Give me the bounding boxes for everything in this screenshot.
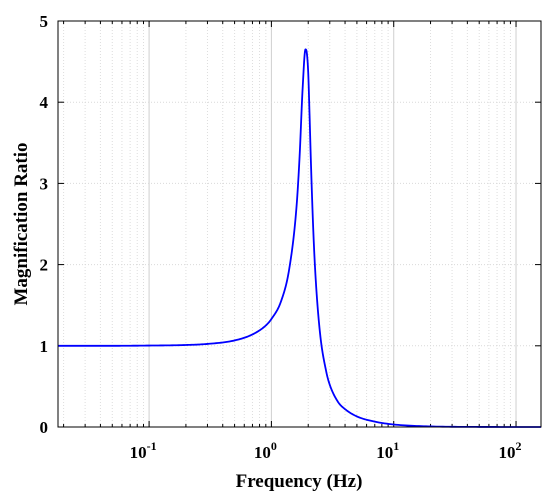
y-tick-label: 1 — [40, 337, 49, 356]
series-layer — [58, 48, 541, 428]
x-axis-title: Frequency (Hz) — [236, 471, 363, 492]
y-axis-title: Magnification Ratio — [11, 142, 32, 305]
x-tick-label: 100 — [254, 439, 277, 462]
y-tick-label: 2 — [40, 256, 49, 275]
y-tick-label: 0 — [40, 418, 49, 437]
y-tick-labels: 0 1 2 3 4 5 — [40, 12, 49, 437]
y-tick-label: 4 — [40, 93, 49, 112]
x-tick-label: 101 — [376, 439, 399, 462]
plot-frame — [57, 20, 542, 428]
x-tick-labels: 10-1 100 101 102 — [130, 439, 522, 462]
magnification-curve — [58, 48, 541, 428]
y-tick-label: 5 — [40, 12, 49, 31]
x-tick-label: 102 — [499, 439, 522, 462]
y-tick-label: 3 — [40, 174, 49, 193]
x-tick-label: 10-1 — [130, 439, 157, 462]
plot-background — [58, 21, 541, 427]
